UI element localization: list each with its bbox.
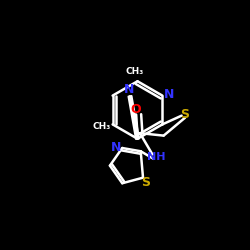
Text: NH: NH [147,152,166,162]
Text: CH₃: CH₃ [126,67,144,76]
Text: S: S [141,176,150,189]
Text: CH₃: CH₃ [92,122,110,131]
Text: S: S [180,108,190,121]
Text: N: N [124,84,134,96]
Text: N: N [164,88,174,101]
Text: O: O [131,103,141,116]
Text: N: N [111,141,121,154]
